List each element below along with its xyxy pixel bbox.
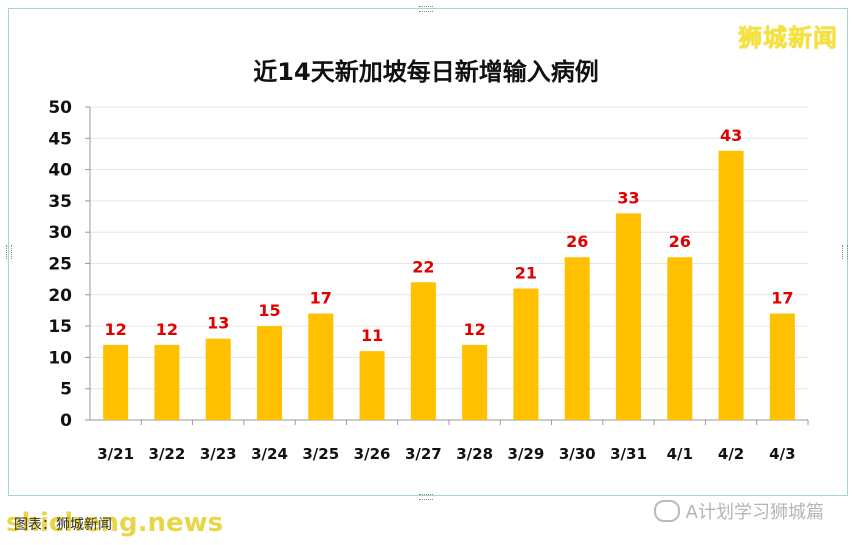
x-tick-label: 3/26 — [354, 445, 391, 463]
x-tick-label: 3/24 — [251, 445, 288, 463]
data-label: 17 — [771, 289, 793, 308]
x-tick-label: 4/1 — [667, 445, 693, 463]
data-label: 12 — [156, 320, 178, 339]
bar — [308, 313, 334, 420]
data-label: 22 — [412, 257, 434, 276]
x-tick-label: 3/29 — [508, 445, 545, 463]
data-label: 12 — [464, 320, 486, 339]
bar — [205, 338, 231, 420]
y-tick-label: 30 — [48, 223, 72, 243]
x-tick-label: 4/2 — [718, 445, 744, 463]
data-label: 15 — [258, 301, 280, 320]
y-tick-label: 10 — [48, 348, 72, 368]
bar — [769, 313, 795, 420]
y-tick-label: 5 — [60, 380, 72, 400]
bar — [154, 344, 180, 420]
y-tick-label: 45 — [48, 129, 72, 149]
x-tick-label: 3/30 — [559, 445, 596, 463]
bar — [257, 326, 282, 420]
x-tick-label: 3/27 — [405, 445, 442, 463]
bar — [462, 344, 488, 420]
x-tick-label: 3/25 — [302, 445, 339, 463]
data-label: 26 — [566, 232, 588, 251]
chart-title: 近14天新加坡每日新增输入病例 — [253, 58, 599, 86]
bar — [103, 344, 129, 420]
source-note: 图表：狮城新闻 — [14, 517, 112, 533]
y-tick-label: 0 — [60, 411, 72, 431]
bar — [410, 282, 436, 420]
y-tick-label: 20 — [48, 286, 72, 306]
bar — [667, 257, 693, 420]
wechat-icon — [653, 500, 680, 522]
resize-handle-bottom[interactable] — [419, 494, 433, 500]
x-tick-label: 4/3 — [769, 445, 795, 463]
y-tick-label: 50 — [48, 98, 72, 118]
x-tick-label: 3/22 — [149, 445, 186, 463]
data-label: 13 — [207, 314, 229, 333]
bar — [564, 257, 590, 420]
watermark: shicheng.news — [6, 508, 224, 538]
data-label: 33 — [617, 188, 639, 207]
y-tick-label: 25 — [48, 255, 72, 275]
wechat-account[interactable]: A计划学习狮城篇 — [653, 498, 824, 524]
bar — [616, 213, 641, 420]
x-tick-label: 3/23 — [200, 445, 237, 463]
bar — [359, 351, 385, 420]
bar — [513, 288, 539, 420]
data-label: 21 — [515, 264, 537, 283]
resize-handle-right[interactable] — [842, 245, 848, 259]
resize-handle-left[interactable] — [6, 245, 12, 259]
data-label: 12 — [105, 320, 127, 339]
data-label: 11 — [361, 326, 383, 345]
data-label: 17 — [310, 289, 332, 308]
y-tick-label: 15 — [48, 317, 72, 337]
x-tick-label: 3/31 — [610, 445, 647, 463]
resize-handle-top[interactable] — [419, 6, 433, 12]
y-tick-label: 40 — [48, 161, 72, 181]
x-tick-label: 3/21 — [97, 445, 134, 463]
data-label: 26 — [669, 232, 691, 251]
data-label: 43 — [720, 126, 742, 145]
brand-label: 狮城新闻 — [738, 24, 838, 52]
wechat-account-label: A计划学习狮城篇 — [685, 502, 824, 523]
y-tick-label: 35 — [48, 192, 72, 212]
bar — [718, 150, 744, 420]
x-tick-label: 3/28 — [456, 445, 493, 463]
